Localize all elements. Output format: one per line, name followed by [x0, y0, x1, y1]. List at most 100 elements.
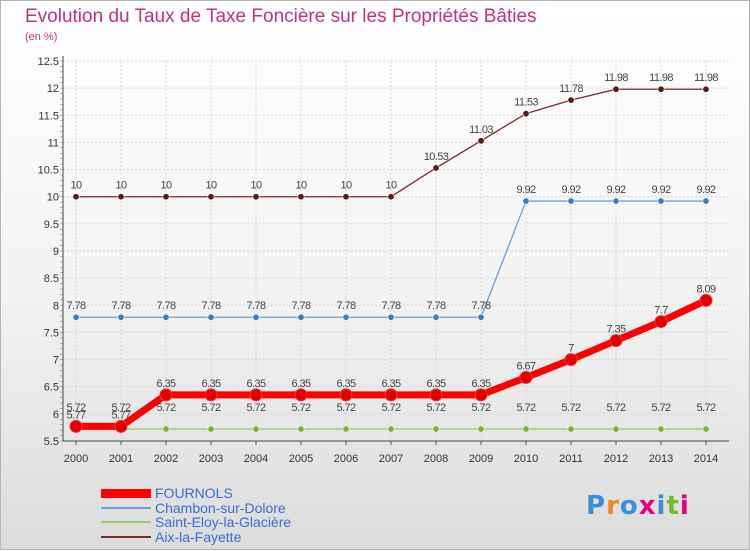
legend-swatch [101, 521, 151, 524]
data-point [567, 425, 575, 433]
data-point [207, 193, 215, 201]
data-label: 10 [205, 180, 217, 192]
data-label: 11.78 [559, 83, 583, 95]
data-label: 11.98 [694, 72, 718, 84]
data-label: 7.78 [246, 300, 265, 312]
data-point [387, 193, 395, 201]
data-label: 5.72 [111, 402, 130, 414]
data-label: 6.35 [471, 378, 490, 390]
x-tick-label: 2011 [559, 453, 583, 465]
legend-swatch [101, 488, 151, 498]
data-point [249, 388, 263, 402]
data-label: 5.72 [201, 402, 220, 414]
data-label: 8.09 [696, 283, 715, 295]
legend-item: Saint-Eloy-la-Glacière [101, 515, 291, 530]
y-tick-label: 10.5 [38, 165, 59, 177]
data-label: 7.78 [336, 300, 355, 312]
data-point [567, 96, 575, 104]
data-point [432, 425, 440, 433]
legend-item: Chambon-sur-Dolore [101, 501, 291, 516]
legend: FOURNOLS Chambon-sur-Dolore Saint-Eloy-la-… [101, 486, 291, 544]
y-tick-label: 11 [48, 137, 59, 149]
y-tick-label: 10 [47, 192, 59, 204]
data-label: 6.35 [291, 378, 310, 390]
data-label: 7.78 [426, 300, 445, 312]
x-tick-label: 2007 [379, 453, 403, 465]
data-label: 10 [160, 180, 172, 192]
data-label: 5.72 [516, 402, 535, 414]
data-point [387, 425, 395, 433]
data-label: 5.72 [696, 402, 715, 414]
data-label: 6.67 [516, 360, 535, 372]
data-point [522, 197, 530, 205]
data-point [339, 388, 353, 402]
chart-subtitle: (en %) [25, 31, 58, 43]
data-label: 5.72 [651, 402, 670, 414]
data-label: 10 [340, 180, 352, 192]
data-point [702, 425, 710, 433]
legend-item: FOURNOLS [101, 486, 291, 501]
data-label: 5.72 [291, 402, 310, 414]
data-label: 5.72 [246, 402, 265, 414]
legend-label: Aix-la-Fayette [155, 528, 242, 545]
data-label: 5.77 [66, 409, 85, 421]
data-label: 10 [115, 180, 127, 192]
data-point [342, 425, 350, 433]
legend-item: Aix-la-Fayette [101, 530, 291, 545]
legend-label: Chambon-sur-Dolore [155, 499, 286, 516]
data-label: 11.53 [514, 97, 538, 109]
x-tick-label: 2009 [469, 453, 493, 465]
data-label: 5.72 [426, 402, 445, 414]
data-point [477, 313, 485, 321]
data-point [477, 137, 485, 145]
y-tick-label: 6.5 [44, 382, 59, 394]
y-tick-label: 7 [53, 355, 59, 367]
data-point [159, 388, 173, 402]
data-point [207, 313, 215, 321]
data-point [432, 313, 440, 321]
data-label: 7.78 [291, 300, 310, 312]
x-tick-label: 2014 [694, 453, 718, 465]
data-label: 6.35 [336, 378, 355, 390]
y-tick-label: 12.5 [38, 56, 59, 68]
data-label: 10.53 [424, 151, 449, 163]
data-point [252, 425, 260, 433]
data-point [519, 370, 533, 384]
data-point [522, 425, 530, 433]
data-label: 5.77 [111, 409, 130, 421]
data-label: 9.92 [606, 184, 625, 196]
data-point [477, 425, 485, 433]
data-label: 11.03 [469, 124, 493, 136]
data-point [69, 419, 83, 433]
y-tick-label: 12 [47, 83, 59, 95]
y-tick-label: 11.5 [38, 110, 59, 122]
data-label: 5.72 [606, 402, 625, 414]
data-label: 5.72 [381, 402, 400, 414]
data-point [432, 164, 440, 172]
y-tick-label: 8.5 [44, 273, 59, 285]
data-label: 9.92 [696, 184, 715, 196]
data-label: 7 [568, 343, 574, 355]
data-point [162, 313, 170, 321]
data-labels: 5.77 5.77 6.35 6.35 6.35 6.35 6.35 6.35 6.35 6.35… [66, 72, 718, 421]
data-label: 5.72 [156, 402, 175, 414]
data-label: 7.35 [606, 324, 625, 336]
data-label: 6.35 [426, 378, 445, 390]
data-label: 9.92 [561, 184, 580, 196]
grid-lines [63, 60, 729, 442]
data-point [207, 425, 215, 433]
x-tick-label: 2005 [289, 453, 313, 465]
data-point [162, 193, 170, 201]
x-tick-label: 2000 [64, 453, 88, 465]
y-tick-label: 9 [53, 246, 59, 258]
data-point [297, 313, 305, 321]
data-point [342, 193, 350, 201]
data-point [612, 425, 620, 433]
proxiti-logo: Proxiti [586, 491, 690, 521]
data-point [342, 313, 350, 321]
data-label: 7.78 [111, 300, 130, 312]
data-point [702, 197, 710, 205]
data-point [699, 293, 713, 307]
y-tick-label: 7.5 [44, 327, 59, 339]
